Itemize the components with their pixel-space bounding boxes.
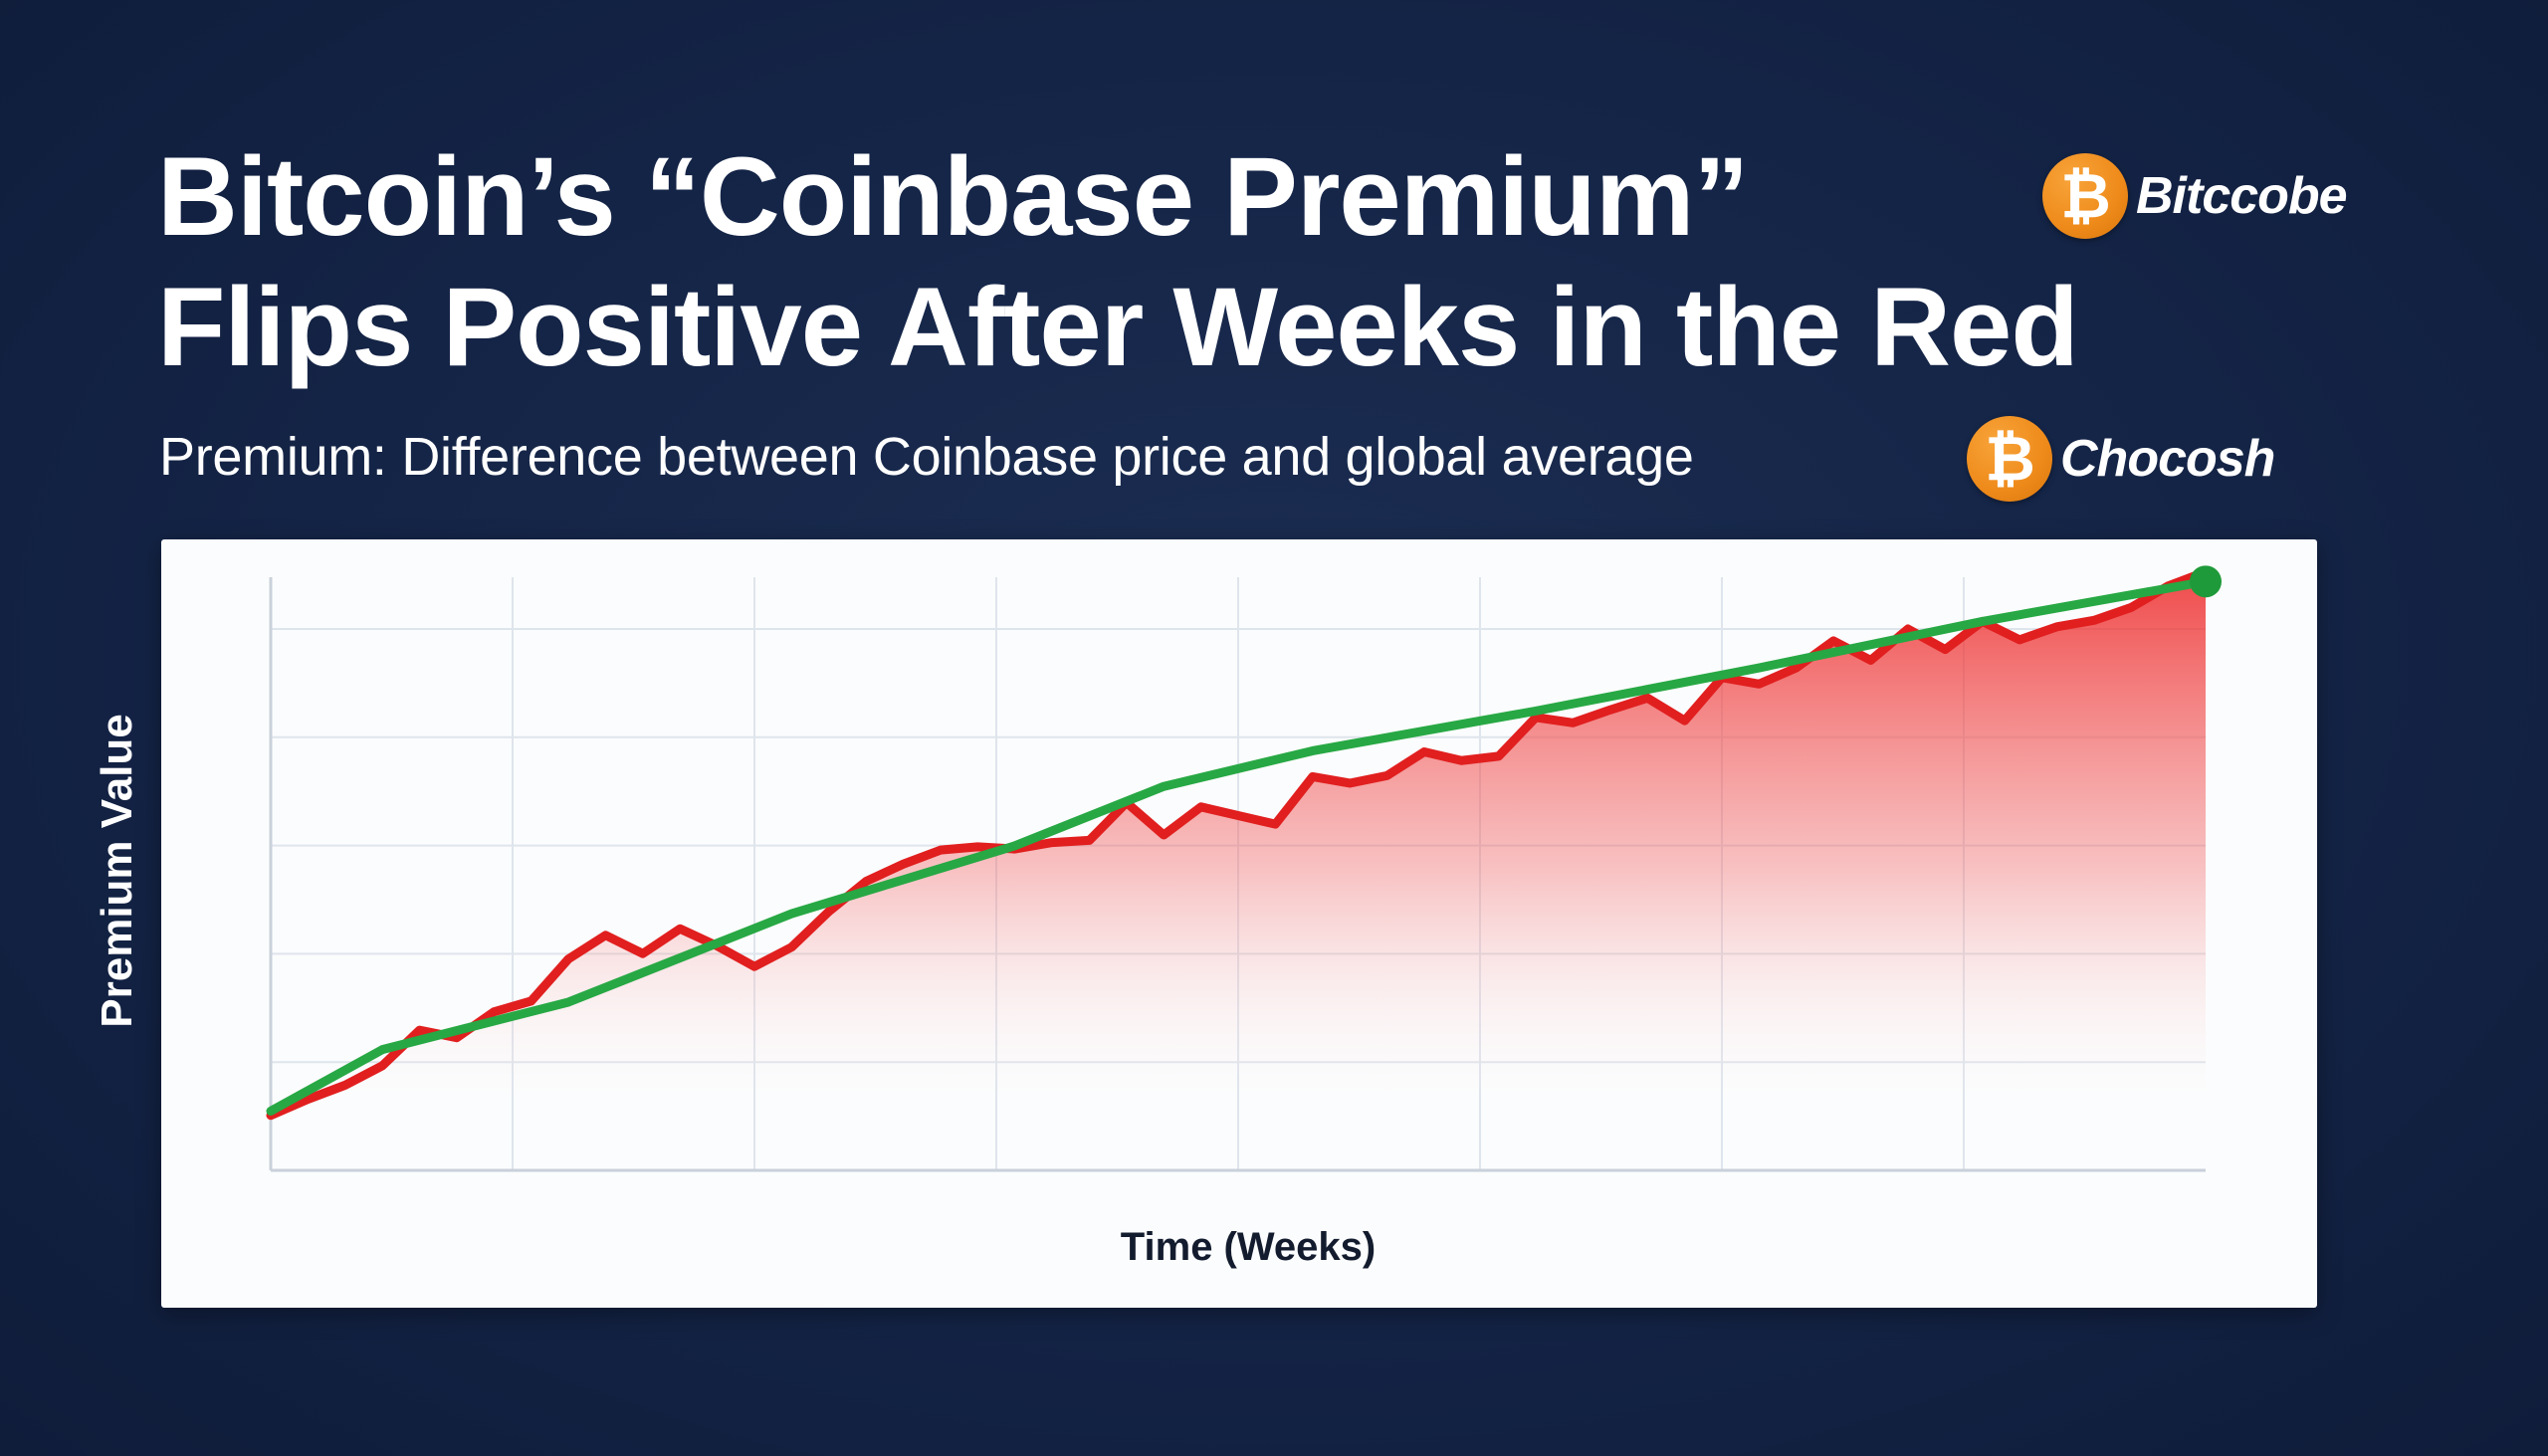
- x-axis-label: Time (Weeks): [1121, 1225, 1376, 1269]
- chart-axes: [269, 577, 2206, 1172]
- chart-title-line-2: Flips Positive After Weeks in the Red: [157, 265, 2079, 390]
- bitcoin-icon: ₿: [1967, 416, 2052, 502]
- brand-logo-chocosh: ₿ Chocosh: [1967, 416, 2275, 502]
- brand-name: Chocosh: [2060, 430, 2275, 488]
- chart-title: Bitcoin’s “Coinbase Premium” Flips Posit…: [157, 131, 2079, 392]
- premium-area-fill: [271, 571, 2206, 1116]
- trend-end-marker: [2190, 565, 2222, 598]
- chart-title-line-1: Bitcoin’s “Coinbase Premium”: [157, 134, 1749, 259]
- bitcoin-icon: ₿: [2042, 153, 2128, 239]
- brand-logo-bitccobe: ₿ Bitccobe: [2042, 153, 2348, 239]
- series-line-trend: [266, 576, 2211, 1116]
- series-line-coinbase-premium: [266, 567, 2211, 1121]
- chart-subtitle: Premium: Difference between Coinbase pri…: [159, 427, 1694, 487]
- brand-name: Bitccobe: [2136, 167, 2348, 225]
